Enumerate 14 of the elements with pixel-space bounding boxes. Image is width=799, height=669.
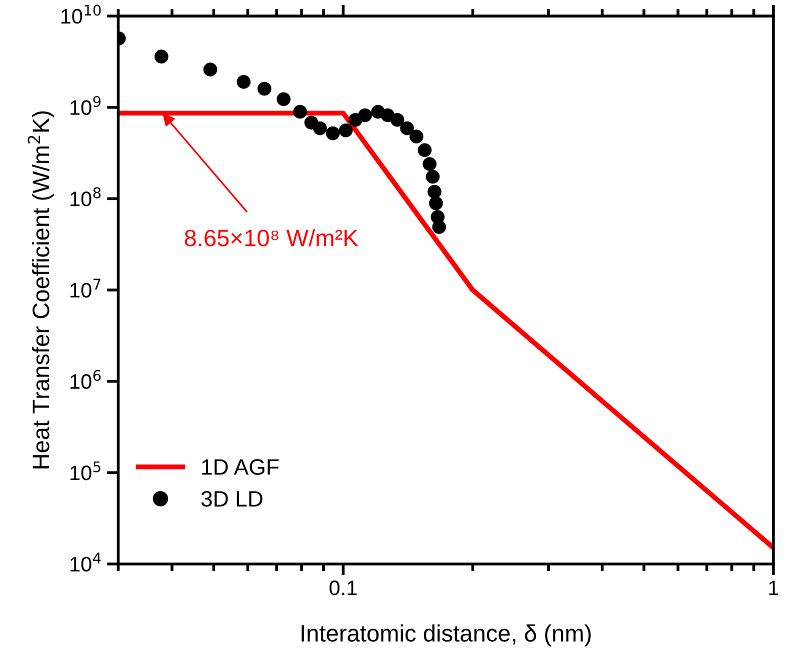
- x-axis-title: Interatomic distance, δ (nm): [302, 624, 591, 646]
- y-tick-label: 10$^{8}$: [70, 187, 101, 206]
- y-axis-title: Heat Transfer Coefficient (W/m$^{2}$K): [28, 111, 54, 468]
- x-tick-label: 1: [769, 580, 778, 596]
- annotation: 8.65×10⁸ W/m²K: [184, 229, 358, 246]
- x-tick-label: 0.1: [330, 580, 357, 596]
- y-tick-label: 10$^{10}$: [61, 4, 101, 24]
- legend-label: 3D LD: [201, 490, 262, 507]
- y-tick-label: 10$^{6}$: [70, 370, 101, 389]
- legend-label: 1D AGF: [202, 459, 279, 475]
- y-tick-label: 10$^{4}$: [70, 552, 101, 572]
- y-tick-label: 10$^{7}$: [70, 278, 100, 298]
- y-tick-label: 10$^{9}$: [70, 96, 101, 115]
- y-tick-label: 10$^{5}$: [70, 461, 100, 480]
